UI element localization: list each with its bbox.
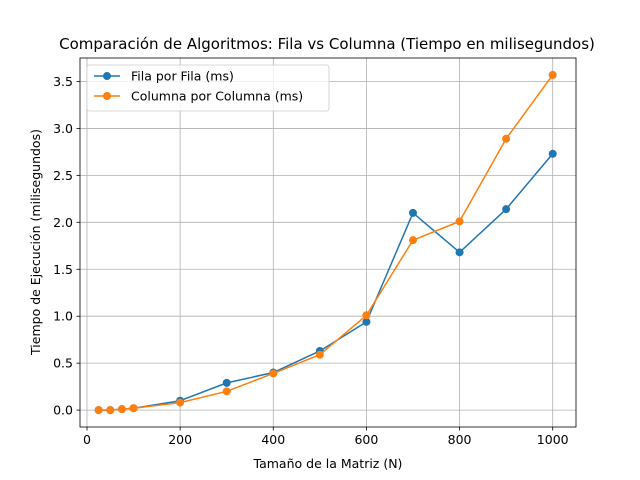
x-tick-label: 0 [83,432,91,447]
legend-box [86,64,330,112]
y-tick-label: 2.5 [53,168,73,183]
y-tick-label: 3.0 [53,121,73,136]
y-tick-label: 1.5 [53,262,73,277]
data-point [548,149,557,158]
y-axis-label: Tiempo de Ejecución (milisegundos) [28,129,43,356]
legend-marker [103,92,111,100]
data-point [362,317,371,326]
legend-item: Fila por Fila (ms) [94,69,234,84]
data-point [269,369,278,378]
x-tick-label: 600 [354,432,378,447]
legend-label: Columna por Columna (ms) [131,89,303,104]
y-tick-label: 1.0 [53,309,73,324]
series-2 [94,70,557,415]
legend: Fila por Fila (ms) Columna por Columna (m… [86,64,330,112]
data-point [129,404,138,413]
plot-frame [79,57,577,428]
x-tick-label: 200 [168,432,192,447]
y-tick-label: 0.0 [53,403,73,418]
data-point [362,311,371,320]
data-point [455,217,464,226]
x-axis-label: Tamaño de la Matriz (N) [253,456,403,471]
legend-marker [103,72,111,80]
data-point [222,387,231,396]
y-tick-label: 0.5 [53,356,73,371]
chart-title: Comparación de Algoritmos: Fila vs Colum… [59,35,595,53]
data-point [94,406,103,415]
data-point [222,378,231,387]
data-point [455,248,464,257]
x-tick-label: 800 [448,432,472,447]
axis-ticks: 0 200 400 600 800 1000 0.0 0.5 1.0 1.5 2.0 2.5 3.0 3.… [53,74,569,447]
data-point [176,398,185,407]
y-tick-label: 3.5 [53,74,73,89]
legend-item: Columna por Columna (ms) [94,89,303,104]
data-point [315,350,324,359]
data-point [548,70,557,79]
data-point [117,405,126,414]
legend-label: Fila por Fila (ms) [131,69,234,84]
series-layer [94,70,557,415]
x-tick-label: 400 [261,432,285,447]
data-point [106,406,115,415]
plot-area [80,58,576,427]
data-point [502,134,511,143]
x-tick-label: 1000 [537,432,569,447]
data-point [408,236,417,245]
data-point [502,205,511,214]
y-tick-label: 2.0 [53,215,73,230]
data-point [408,208,417,217]
